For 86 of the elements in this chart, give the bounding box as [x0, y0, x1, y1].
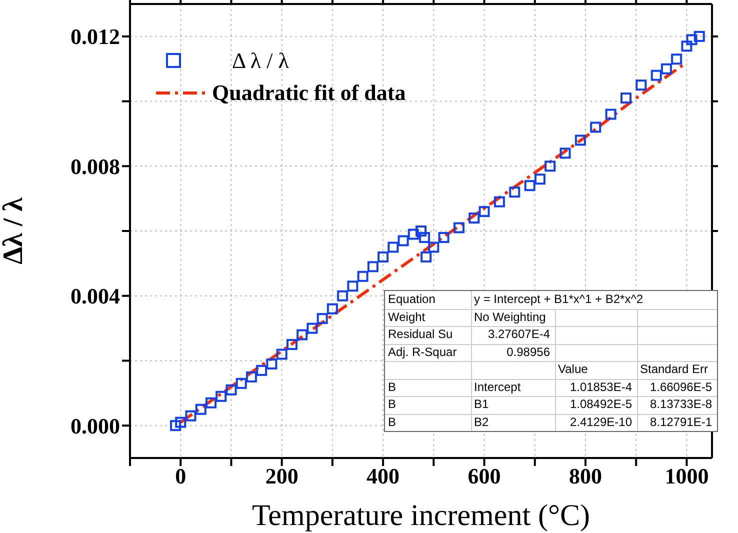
point [560, 148, 571, 159]
point [185, 410, 196, 422]
point [408, 228, 419, 240]
annotation: 8.13733E-8 [648, 397, 712, 412]
y-tick-label: 0.012 [70, 24, 120, 50]
point [195, 404, 206, 415]
point [226, 384, 237, 396]
point [296, 329, 308, 340]
point [509, 186, 520, 198]
point [660, 63, 672, 74]
y-tick-label: 0.004 [70, 284, 120, 309]
point [286, 339, 298, 350]
point [316, 313, 328, 324]
point [620, 92, 632, 104]
annotation: B2 [474, 414, 490, 430]
point [357, 270, 368, 282]
x-tick-label: 200 [265, 464, 298, 489]
annotation: 1.01853E-4 [568, 380, 632, 395]
point [246, 371, 257, 382]
point [671, 54, 682, 65]
annotation: Value [558, 362, 589, 378]
point [398, 235, 409, 246]
point [170, 420, 182, 432]
x-tick-label: 1000 [664, 464, 709, 489]
annotation: Equation [388, 292, 436, 308]
point [650, 70, 662, 81]
annotation: 8.12791E-1 [648, 414, 712, 430]
point [416, 226, 426, 236]
x-tick-label: 800 [568, 464, 602, 489]
point [388, 242, 399, 253]
annotation: No Weighting [474, 310, 547, 325]
y-tick-label: 0.000 [70, 413, 120, 438]
point [468, 212, 480, 224]
x-axis-title: Temperature increment (°C) [252, 499, 590, 532]
point [574, 134, 586, 146]
point [524, 180, 536, 192]
point [347, 280, 358, 292]
point [276, 348, 288, 360]
point [419, 232, 430, 243]
point [367, 261, 378, 272]
point [694, 30, 705, 42]
point [438, 232, 450, 243]
annotation: B [388, 414, 398, 430]
annotation: 2.4129E-10 [568, 414, 632, 430]
point [478, 206, 490, 218]
annotation: Residual Su [388, 327, 454, 342]
point [544, 160, 556, 172]
annotation: Standard Err [640, 362, 710, 378]
point [636, 80, 647, 91]
y-tick-label: 0.008 [70, 154, 120, 179]
annotation: 1.08492E-5 [568, 397, 632, 412]
point [216, 390, 227, 402]
legend-label: Δ λ / λ [232, 48, 289, 74]
point [337, 290, 348, 302]
annotation: 1.66096E-5 [648, 380, 712, 395]
point [420, 251, 432, 262]
point [256, 364, 268, 376]
point [428, 242, 440, 253]
point [681, 40, 692, 52]
annotation: 0.98956 [506, 344, 550, 360]
point [590, 122, 602, 133]
point [534, 174, 546, 185]
annotation: y = Intercept + B1*x^1 + B2*x^2 [474, 292, 644, 308]
annotation: Intercept [474, 380, 522, 395]
point [175, 416, 186, 428]
annotation: Weight [388, 310, 426, 325]
point [205, 397, 216, 408]
annotation: Adj. R-Squar [388, 344, 458, 360]
x-tick-label: 600 [468, 464, 501, 489]
annotation: B1 [474, 397, 490, 412]
point [378, 251, 389, 262]
annotation: B [388, 380, 398, 395]
point [306, 322, 318, 334]
point [686, 34, 698, 46]
y-axis-title: Δλ / λ [0, 197, 29, 264]
point [236, 378, 247, 389]
point [326, 303, 338, 314]
point [494, 196, 505, 208]
x-tick-label: 0 [175, 464, 186, 489]
legend-label: Quadratic fit of data [212, 80, 406, 106]
annotation: B [388, 397, 398, 412]
point [266, 358, 278, 370]
annotation: 3.27607E-4 [486, 327, 550, 342]
point [453, 222, 464, 234]
point [605, 108, 616, 120]
x-tick-label: 400 [366, 464, 400, 489]
